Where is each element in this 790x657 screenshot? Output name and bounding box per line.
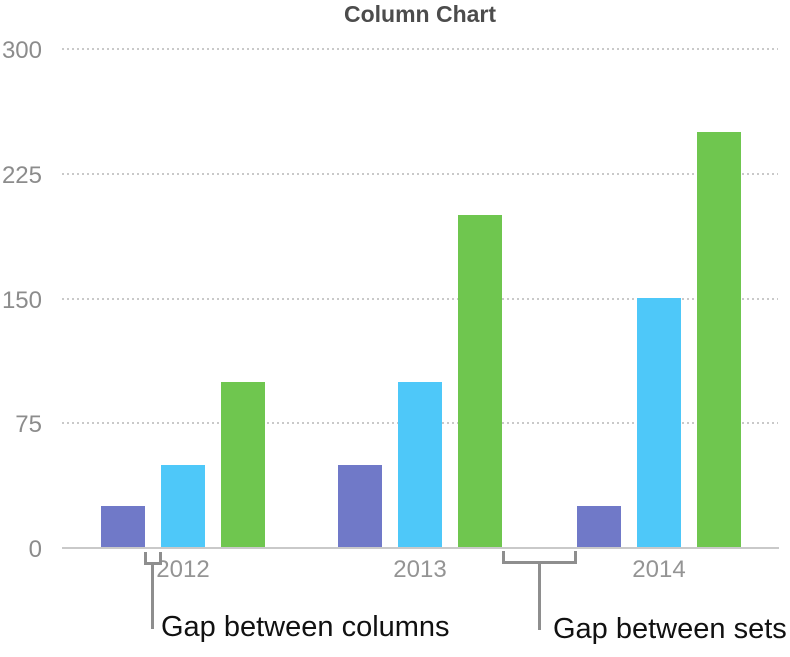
x-category-label-2014: 2014: [632, 556, 686, 583]
bar-2014-series-3: [697, 132, 741, 548]
gap-between-columns-label: Gap between columns: [161, 611, 450, 643]
bar-2014-series-2: [637, 298, 681, 548]
gridline-150: [62, 298, 778, 300]
gridline-300: [62, 48, 778, 50]
y-tick-label-225: 225: [1, 162, 42, 189]
y-tick-label-0: 0: [28, 536, 42, 563]
bar-2012-series-1: [101, 506, 145, 548]
y-tick-label-150: 150: [1, 287, 42, 314]
bar-2014-series-1: [577, 506, 621, 548]
bar-2013-series-1: [338, 465, 382, 548]
gap-between-columns-leader-line: [151, 562, 154, 629]
gap-between-sets-leader-line: [538, 561, 541, 630]
gap-between-sets-label: Gap between sets: [553, 613, 787, 645]
x-category-label-2012: 2012: [156, 556, 210, 583]
gridline-225: [62, 173, 778, 175]
x-category-label-2013: 2013: [393, 556, 447, 583]
chart-title: Column Chart: [343, 1, 497, 27]
y-tick-label-300: 300: [1, 37, 42, 64]
bar-2013-series-2: [398, 382, 442, 548]
x-axis-line: [62, 547, 779, 549]
bar-2012-series-3: [221, 382, 265, 548]
bar-2012-series-2: [161, 465, 205, 548]
bar-2013-series-3: [458, 215, 502, 548]
y-tick-label-75: 75: [15, 411, 42, 438]
